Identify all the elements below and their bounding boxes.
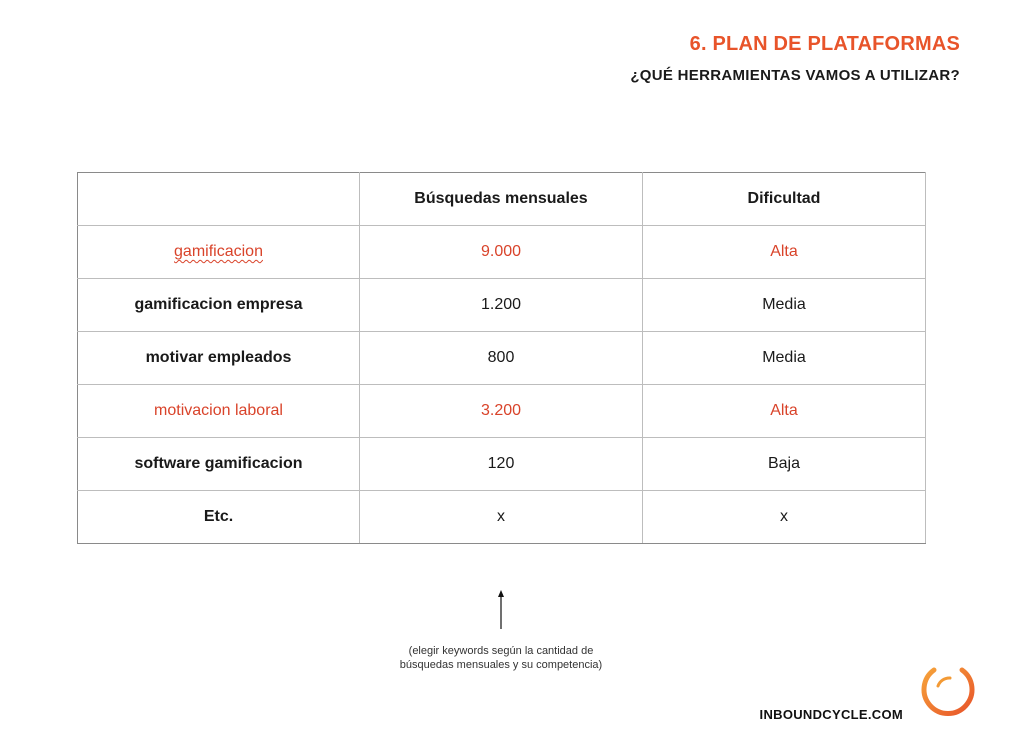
- difficulty-cell: Alta: [642, 225, 926, 279]
- searches-cell: 9.000: [359, 225, 643, 279]
- keyword-cell: motivar empleados: [77, 331, 360, 385]
- table-row: Etc. x x: [77, 490, 926, 544]
- note-line-2: búsquedas mensuales y su competencia): [399, 659, 603, 671]
- searches-cell: 1.200: [359, 278, 643, 332]
- column-header-searches: Búsquedas mensuales: [359, 172, 643, 226]
- keyword-cell: Etc.: [77, 490, 360, 544]
- page-title: 6. PLAN DE PLATAFORMAS: [689, 33, 960, 55]
- searches-cell: 800: [359, 331, 643, 385]
- difficulty-cell: Alta: [642, 384, 926, 438]
- difficulty-cell: Media: [642, 278, 926, 332]
- footer-brand: INBOUNDCYCLE.COM: [759, 707, 903, 722]
- column-header-difficulty: Dificultad: [642, 172, 926, 226]
- difficulty-cell: x: [642, 490, 926, 544]
- searches-cell: 120: [359, 437, 643, 491]
- note-text: (elegir keywords según la cantidad de bú…: [376, 644, 626, 672]
- arrow-up-icon: [498, 590, 504, 629]
- table-row: software gamificacion 120 Baja: [77, 437, 926, 491]
- keyword-cell: gamificacion: [77, 225, 360, 279]
- table-row: gamificacion 9.000 Alta: [77, 225, 926, 279]
- keyword-text: gamificacion: [174, 243, 263, 260]
- keyword-cell: gamificacion empresa: [77, 278, 360, 332]
- keyword-cell: software gamificacion: [77, 437, 360, 491]
- page-subtitle: ¿QUÉ HERRAMIENTAS VAMOS A UTILIZAR?: [630, 67, 960, 84]
- inboundcycle-logo-icon: [921, 667, 975, 716]
- difficulty-cell: Baja: [642, 437, 926, 491]
- searches-cell: x: [359, 490, 643, 544]
- table-row: motivar empleados 800 Media: [77, 331, 926, 385]
- searches-cell: 3.200: [359, 384, 643, 438]
- difficulty-cell: Media: [642, 331, 926, 385]
- table-row: motivacion laboral 3.200 Alta: [77, 384, 926, 438]
- note-line-1: (elegir keywords según la cantidad de: [408, 645, 594, 657]
- keyword-cell: motivacion laboral: [77, 384, 360, 438]
- table-header-row: Búsquedas mensuales Dificultad: [77, 172, 926, 226]
- keywords-table: Búsquedas mensuales Dificultad gamificac…: [77, 172, 926, 544]
- column-header-keyword: [77, 172, 360, 226]
- table-row: gamificacion empresa 1.200 Media: [77, 278, 926, 332]
